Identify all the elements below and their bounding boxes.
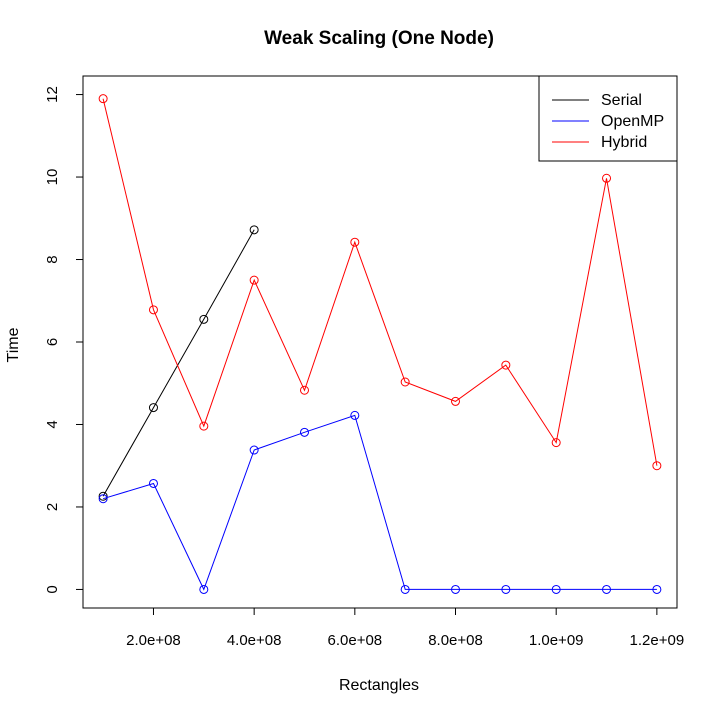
- chart-title: Weak Scaling (One Node): [264, 28, 494, 49]
- y-tick-label-0: 0: [44, 585, 61, 593]
- data-point-hybrid-4: [249, 275, 259, 285]
- data-point-openmp-1: [98, 494, 108, 504]
- data-point-openmp-2: [148, 478, 158, 488]
- legend-label-serial: Serial: [601, 92, 642, 109]
- data-point-hybrid-7: [400, 377, 410, 387]
- x-tick-label-2: 6.0e+08: [328, 632, 383, 649]
- y-tick-label-4: 8: [44, 255, 61, 263]
- x-tick-label-5: 1.2e+09: [630, 632, 685, 649]
- data-point-hybrid-2: [148, 305, 158, 315]
- x-tick-label-0: 2.0e+08: [126, 632, 181, 649]
- data-point-openmp-6: [350, 410, 360, 420]
- series-line-hybrid: [102, 98, 658, 466]
- x-axis-label: Rectangles: [339, 677, 419, 694]
- data-point-openmp-8: [451, 584, 461, 594]
- data-point-serial-4: [249, 225, 259, 235]
- data-point-hybrid-9: [501, 360, 511, 370]
- data-point-openmp-11: [602, 584, 612, 594]
- data-point-serial-2: [148, 403, 158, 413]
- data-point-hybrid-12: [652, 461, 662, 471]
- data-point-openmp-7: [400, 584, 410, 594]
- data-point-openmp-3: [199, 584, 209, 594]
- data-point-serial-1: [98, 491, 108, 501]
- data-point-hybrid-10: [551, 438, 561, 448]
- data-point-hybrid-5: [299, 385, 309, 395]
- plot-area: 2.0e+08 4.0e+08 6.0e+08 8.0e+08 1.0e+09 1.2e+…: [44, 75, 685, 649]
- data-point-hybrid-8: [451, 396, 461, 406]
- data-point-hybrid-3: [199, 421, 209, 431]
- legend-label-openmp: OpenMP: [601, 113, 664, 130]
- y-tick-label-5: 10: [44, 169, 61, 186]
- y-axis-label: Time: [5, 327, 22, 362]
- x-tick-label-1: 4.0e+08: [227, 632, 282, 649]
- data-point-hybrid-6: [350, 237, 360, 247]
- data-point-openmp-5: [299, 427, 309, 437]
- legend-label-hybrid: Hybrid: [601, 134, 647, 151]
- y-tick-label-6: 12: [44, 86, 61, 103]
- x-tick-label-4: 1.0e+09: [529, 632, 584, 649]
- y-tick-label-3: 6: [44, 338, 61, 346]
- data-point-openmp-4: [249, 445, 259, 455]
- data-point-openmp-12: [652, 584, 662, 594]
- data-point-hybrid-1: [98, 94, 108, 104]
- series-line-openmp: [102, 414, 657, 591]
- data-point-hybrid-11: [602, 173, 612, 183]
- y-tick-label-1: 2: [44, 503, 61, 511]
- legend-box: [538, 75, 678, 162]
- y-tick-label-2: 4: [44, 420, 61, 428]
- data-point-openmp-9: [501, 584, 511, 594]
- series-line-serial: [102, 229, 255, 497]
- x-tick-label-3: 8.0e+08: [428, 632, 483, 649]
- data-point-openmp-10: [551, 584, 561, 594]
- data-point-serial-3: [199, 314, 209, 324]
